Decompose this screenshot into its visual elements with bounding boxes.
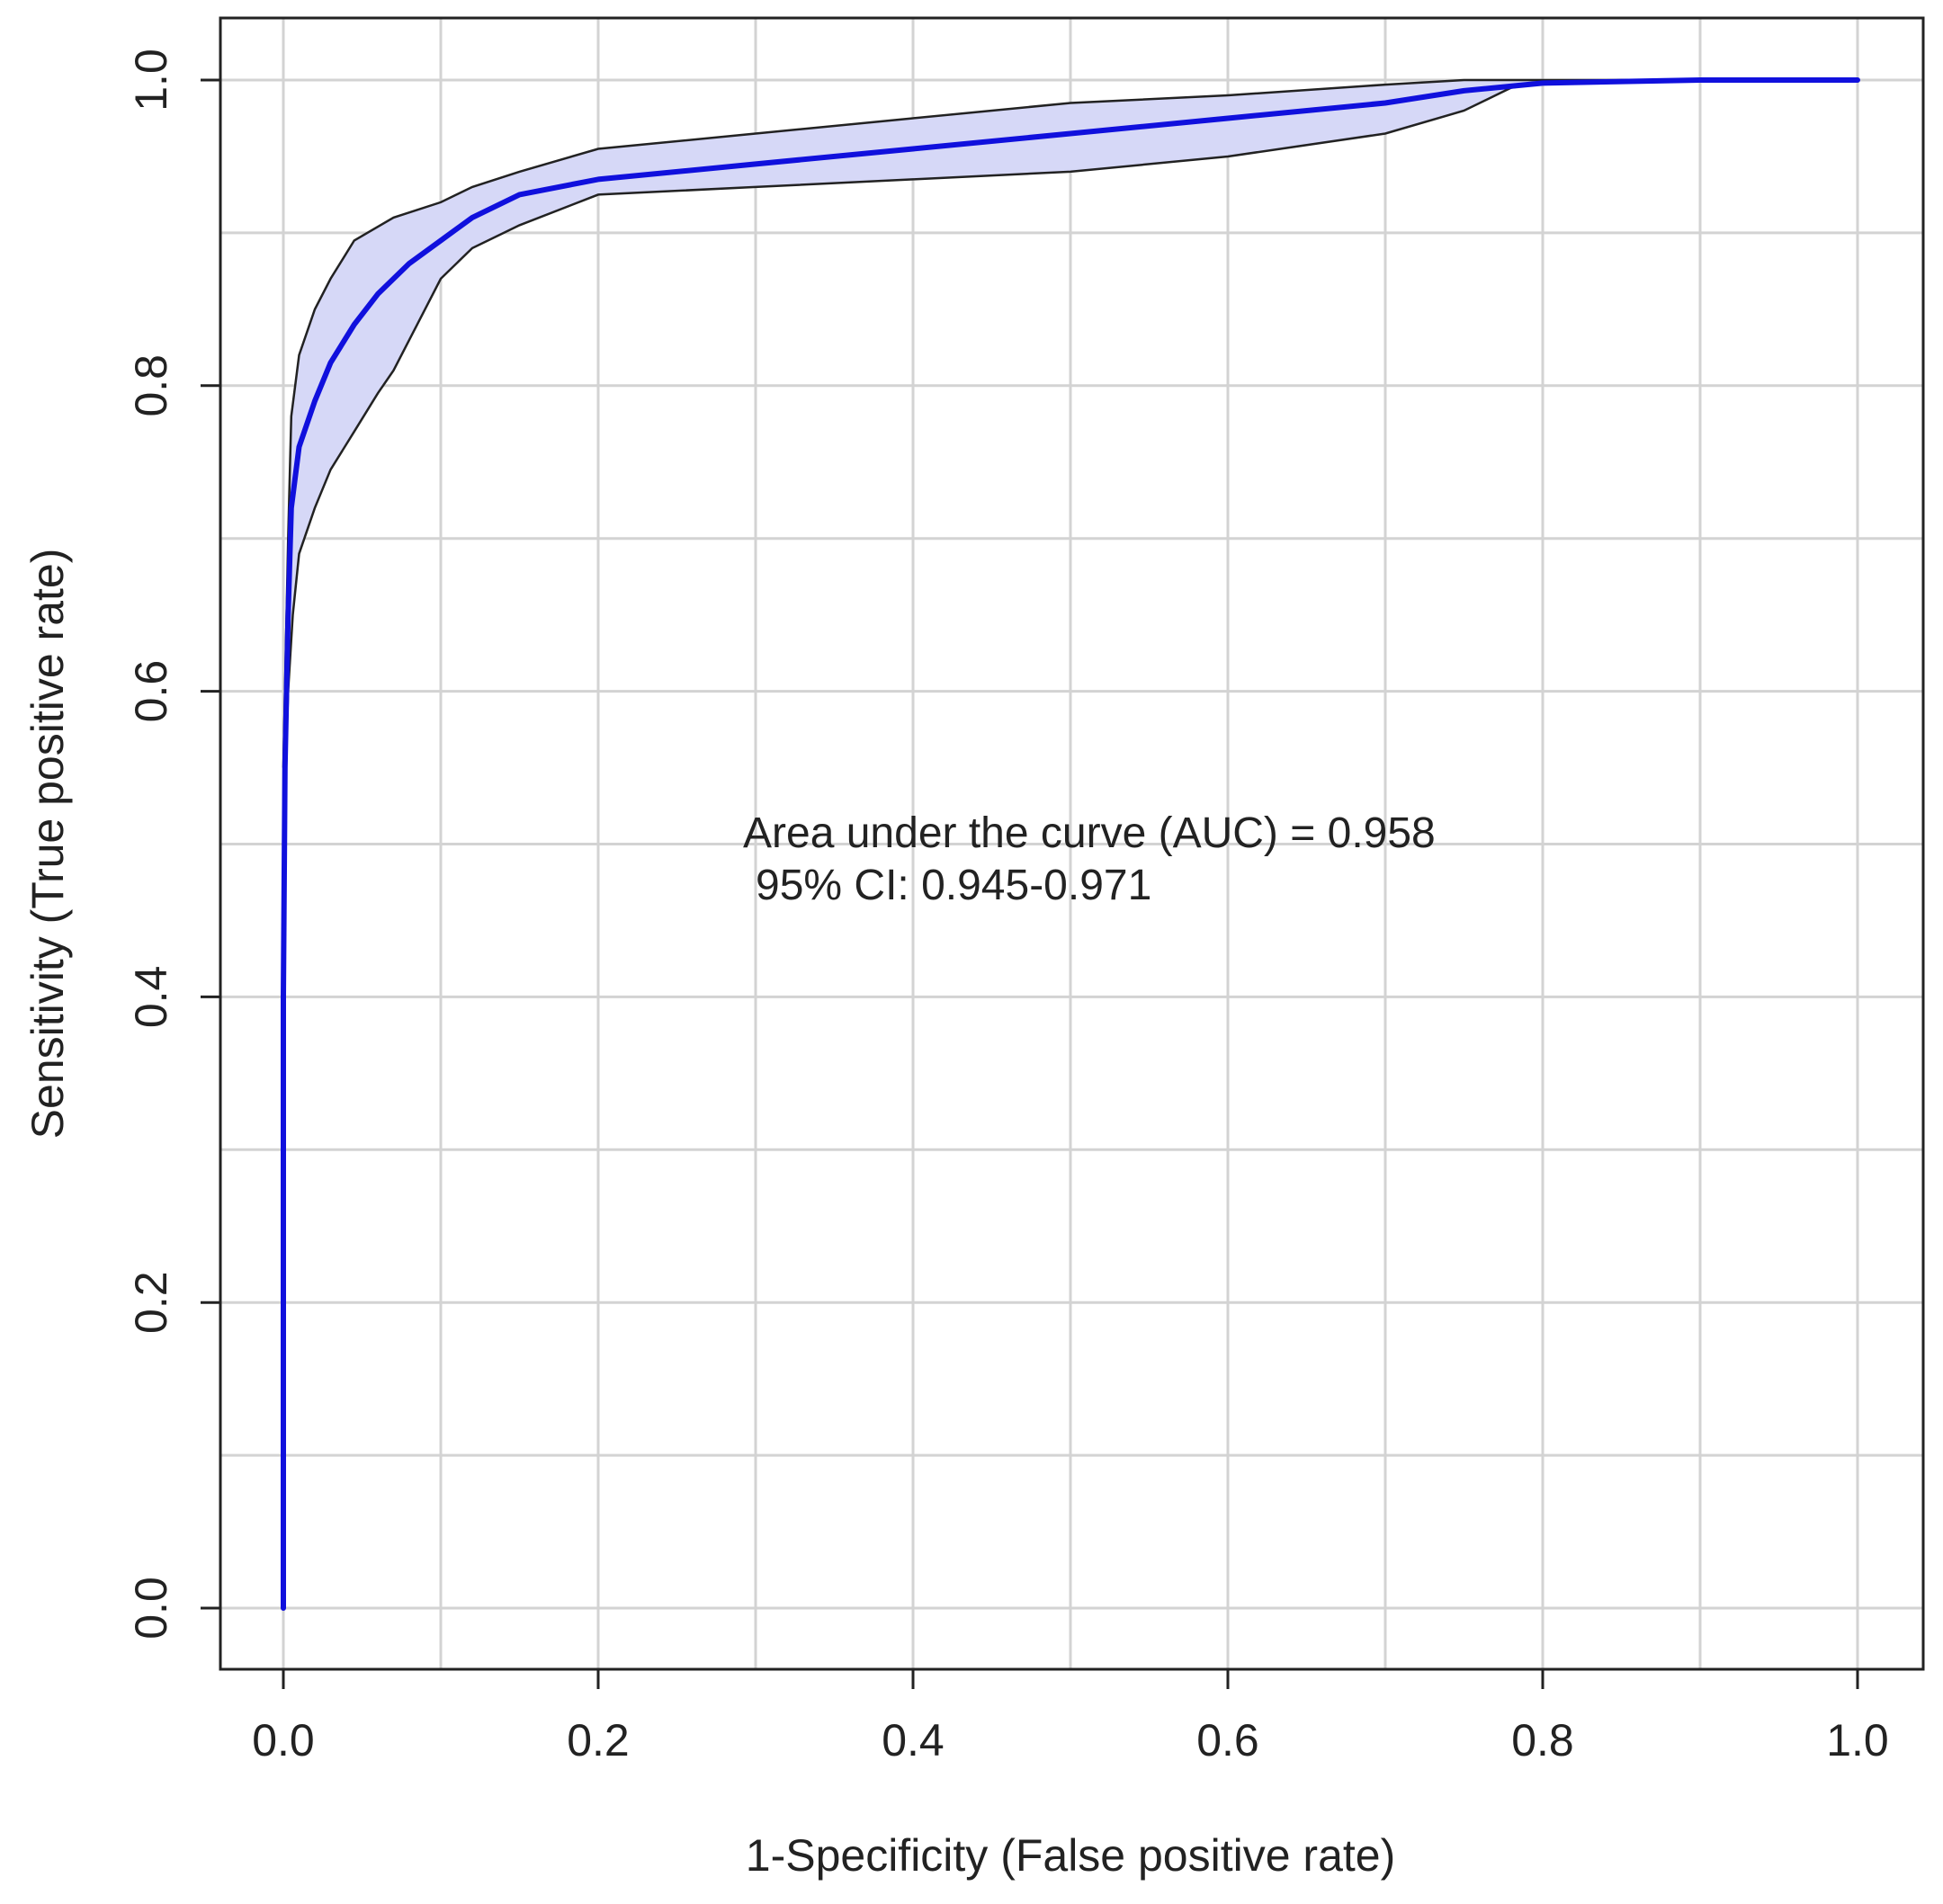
y-axis-ticks: 0.0 0.2 0.4 0.6 0.8 1.0 <box>126 49 220 1640</box>
x-axis-title: 1-Specificity (False positive rate) <box>746 1830 1395 1881</box>
x-tick-label: 1.0 <box>1826 1715 1889 1765</box>
y-tick-label: 0.4 <box>126 966 176 1029</box>
y-tick-label: 0.0 <box>126 1577 176 1640</box>
ci-band-upper-edge <box>282 78 1858 768</box>
ci-band-lower-edge <box>282 78 1858 845</box>
plot-frame <box>219 16 1925 1671</box>
y-axis-title: Sensitivity (True positive rate) <box>22 549 73 1140</box>
y-tick-label: 0.2 <box>126 1271 176 1334</box>
y-tick-label: 1.0 <box>126 49 176 112</box>
x-tick-label: 0.2 <box>567 1715 630 1765</box>
ci-annotation: 95% CI: 0.945-0.971 <box>756 862 1151 909</box>
x-tick-label: 0.8 <box>1511 1715 1574 1765</box>
x-tick-label: 0.4 <box>882 1715 945 1765</box>
y-tick-label: 0.8 <box>126 354 176 417</box>
auc-annotation: Area under the curve (AUC) = 0.958 <box>743 809 1436 857</box>
roc-curve-line <box>281 77 1860 1611</box>
roc-curve-layer <box>281 77 1860 1611</box>
confidence-band <box>282 78 1858 845</box>
y-tick-label: 0.6 <box>126 660 176 723</box>
x-tick-label: 0.0 <box>252 1715 315 1765</box>
x-tick-label: 0.6 <box>1196 1715 1259 1765</box>
x-axis-ticks: 0.0 0.2 0.4 0.6 0.8 1.0 <box>252 1669 1889 1765</box>
